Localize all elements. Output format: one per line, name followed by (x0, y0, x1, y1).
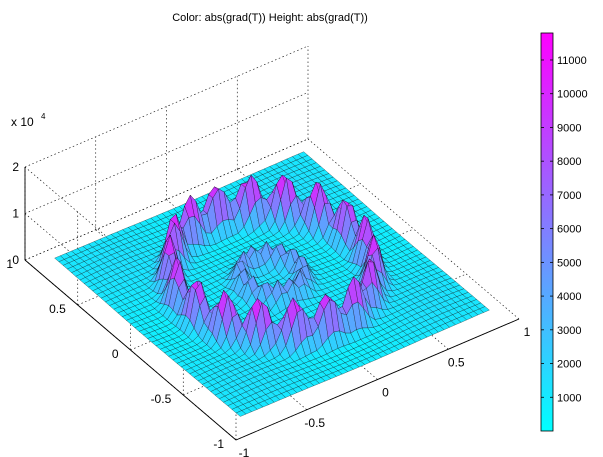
colorbar-tick-label: 10000 (557, 89, 588, 101)
colorbar-tick-label: 11000 (557, 55, 587, 67)
chart-title: Color: abs(grad(T)) Height: abs(grad(T)) (172, 12, 368, 24)
y-tick-label: 0 (112, 347, 119, 361)
z-exponent-base: x 10 (11, 115, 34, 129)
x-tick-label: 0 (382, 386, 389, 400)
x-tick-label: 0.5 (448, 355, 465, 369)
axes-box (24, 167, 520, 441)
grid-line-wall-z (24, 138, 309, 261)
z-tick-label: 1 (12, 207, 19, 221)
colorbar-ticks: 1000 2000 3000 4000 5000 6000 7000 8000 9000 1000… (541, 55, 588, 404)
colorbar-gradient (540, 32, 554, 432)
z-tick-label: 2 (12, 160, 19, 174)
y-axis-line (24, 259, 237, 441)
colorbar-tick-label: 1000 (557, 392, 581, 404)
axis-ticks: -1-0.500.51-1-0.500.51 012 (6, 160, 530, 457)
y-tick-label: 1 (6, 257, 13, 271)
surface-plot (54, 151, 490, 417)
grid-line-wall-z (24, 92, 309, 214)
colorbar-tick-label: 3000 (557, 325, 581, 337)
colorbar-tick-label: 6000 (557, 224, 581, 236)
colorbar-tick-label: 9000 (557, 122, 581, 134)
colorbar-tick-label: 8000 (557, 156, 581, 168)
x-axis-line (235, 318, 520, 441)
colorbar-tick-label: 2000 (557, 359, 581, 371)
colorbar: 1000 2000 3000 4000 5000 6000 7000 8000 9000 1000… (540, 32, 588, 432)
colorbar-tick-label: 7000 (557, 190, 581, 202)
y-tick-label: 0.5 (49, 302, 66, 316)
x-tick-label: -1 (239, 446, 250, 457)
z-exponent-power: 4 (41, 112, 46, 121)
x-tick-label: 1 (524, 325, 531, 339)
y-tick-label: -1 (213, 437, 224, 451)
z-exponent-label: x 10 4 (11, 112, 46, 129)
colorbar-tick-label: 4000 (557, 291, 581, 303)
y-tick-label: -0.5 (151, 392, 172, 406)
grid-line-wall-z (24, 45, 309, 168)
colorbar-tick-label: 5000 (557, 257, 581, 269)
z-tick-label: 0 (12, 253, 19, 267)
x-tick-label: -0.5 (304, 416, 325, 430)
